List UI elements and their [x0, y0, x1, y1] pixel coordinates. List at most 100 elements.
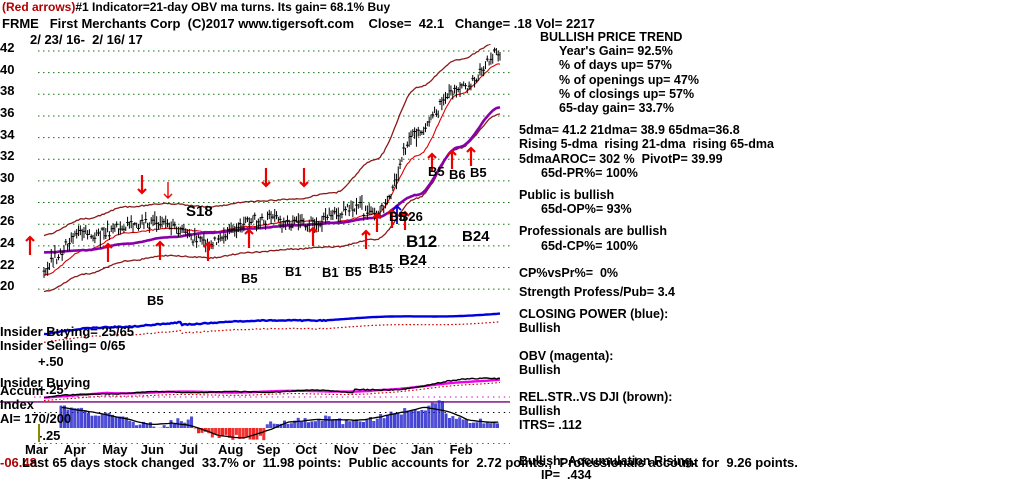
analysis-panel: BULLISH PRICE TREND Year's Gain= 92.5% %… [519, 30, 1014, 482]
month-tick-jul: Jul [179, 442, 199, 457]
price-tick-40: 40 [0, 61, 15, 77]
signal-arrows [25, 146, 476, 262]
red-arrows-label: (Red arrows) [2, 0, 76, 14]
rising-dma: Rising 5-dma rising 21-dma rising 65-dma [519, 137, 774, 152]
accumulation-histogram [0, 396, 510, 444]
chart-label-b26-5: B26 [399, 209, 423, 224]
volume-value: 2217 [565, 16, 595, 31]
footer-summary: -06.48 Last 65 days stock changed 33.7% … [0, 455, 1018, 473]
itrs-value: ITRS= .112 [519, 418, 582, 433]
change-value: .18 [513, 16, 532, 31]
spacer [519, 377, 1014, 385]
years-gain: Year's Gain= 92.5% [559, 44, 673, 59]
chart-canvas[interactable] [0, 44, 514, 444]
aroc-pivot: 5dmaAROC= 302 % PivotP= 39.99 [519, 151, 723, 166]
price-tick-26: 26 [0, 213, 15, 229]
volume-label: Vol= [535, 16, 563, 31]
month-tick-apr: Apr [63, 442, 86, 457]
chart-label-b5-4: B5 [389, 209, 406, 224]
spacer [519, 115, 1014, 123]
ma21-line [43, 63, 501, 276]
relative-strength-heading: REL.STR..VS DJI (brown): [519, 390, 673, 405]
company-name: First Merchants Corp [49, 16, 181, 31]
month-tick-feb: Feb [449, 442, 473, 457]
op-percent: 65d-OP%= 93% [541, 202, 632, 217]
cp-percent: 65d-CP%= 100% [541, 238, 638, 253]
indicator-headline: (Red arrows)#1 Indicator=21-day OBV ma t… [2, 1, 390, 13]
close-value: 42.1 [418, 16, 445, 31]
ai-tick-minus25: -.25 [38, 428, 61, 443]
axis-tick-mark [38, 424, 40, 442]
price-tick-20: 20 [0, 278, 15, 294]
spacer [519, 180, 1014, 188]
price-tick-28: 28 [0, 191, 15, 207]
obv-lines [43, 377, 501, 402]
month-tick-aug: Aug [218, 442, 244, 457]
month-tick-nov: Nov [333, 442, 359, 457]
professionals-status: Professionals are bullish [519, 224, 667, 239]
price-tick-34: 34 [0, 126, 15, 142]
days-up: % of days up= 57% [559, 58, 672, 73]
price-tick-36: 36 [0, 104, 15, 120]
month-tick-mar: Mar [25, 442, 49, 457]
quote-line: FRME First Merchants Corp (C)2017 www.ti… [2, 17, 595, 30]
chart-label-b1-10: B1 [285, 264, 302, 279]
accum-label: Accum [0, 383, 44, 398]
relative-strength-value: Bullish [519, 404, 561, 419]
ma65-line [43, 105, 501, 254]
obv-pane[interactable] [0, 344, 514, 406]
price-tick-22: 22 [0, 256, 15, 272]
copyright-notice: (C)2017 www.tigersoft.com [187, 16, 355, 31]
date-range-label: 2/ 23/ 16- 2/ 16/ 17 [30, 32, 143, 47]
chart-label-b6-2: B6 [449, 167, 466, 182]
insider-selling-label: Insider Selling= 0/65 [0, 338, 126, 353]
price-tick-38: 38 [0, 83, 15, 99]
ai-tick-plus25: +.25 [38, 382, 64, 397]
gain-65day: 65-day gain= 33.7% [559, 101, 674, 116]
month-tick-oct: Oct [295, 442, 317, 457]
month-tick-jan: Jan [411, 442, 434, 457]
index-label: Index [0, 397, 34, 412]
chart-label-b5-14: B5 [147, 293, 164, 308]
month-tick-may: May [102, 442, 128, 457]
price-tick-30: 30 [0, 169, 15, 185]
public-status: Public is bullish [519, 188, 615, 203]
price-tick-42: 42 [0, 40, 15, 55]
chart-label-b24-8: B24 [399, 252, 427, 269]
chart-label-b24-7: B24 [462, 228, 490, 245]
ai-value-label: AI= 170/200 [0, 411, 72, 426]
pr-percent: 65d-PR%= 100% [541, 165, 638, 180]
price-tick-32: 32 [0, 148, 15, 164]
chart-label-b1-11: B1 [322, 265, 339, 280]
close-label: Close= [368, 16, 412, 31]
ai-tick-plus50: +.50 [38, 354, 64, 369]
cp-vs-pr: CP%vsPr%= 0% [519, 265, 619, 280]
price-pane[interactable] [0, 44, 514, 292]
insider-buying-label: Insider Buying= 25/65 [0, 324, 135, 339]
closing-power-heading: CLOSING POWER (blue): [519, 307, 669, 322]
accumulation-index-pane[interactable] [0, 362, 514, 477]
trend-title: BULLISH PRICE TREND [540, 30, 683, 44]
chart-label-s18-0: S18 [186, 203, 213, 220]
bollinger-bands [43, 44, 501, 292]
indicator-description: #1 Indicator=21-day OBV ma turns. Its ga… [75, 0, 391, 14]
closing-power-pane[interactable] [0, 292, 514, 344]
month-tick-dec: Dec [372, 442, 397, 457]
chart-label-b5-3: B5 [470, 165, 487, 180]
obv-heading: OBV (magenta): [519, 348, 614, 363]
closings-up: % of closings up= 57% [559, 86, 695, 101]
spacer [519, 299, 1014, 307]
chart-label-b12-6: B12 [406, 232, 438, 251]
spacer [519, 433, 1014, 441]
obv-value: Bullish [519, 362, 561, 377]
closing-power-value: Bullish [519, 321, 561, 336]
price-tick-24: 24 [0, 234, 15, 250]
change-label: Change= [454, 16, 511, 31]
accumulation-heading: Bullish: Accumulation Rising. [519, 453, 696, 468]
month-tick-sep: Sep [256, 442, 281, 457]
chart-label-b15-9: B15 [369, 261, 393, 276]
footer-overlap-value: -06.48 [0, 455, 37, 470]
spacer [519, 336, 1014, 344]
price-bars [42, 47, 501, 278]
